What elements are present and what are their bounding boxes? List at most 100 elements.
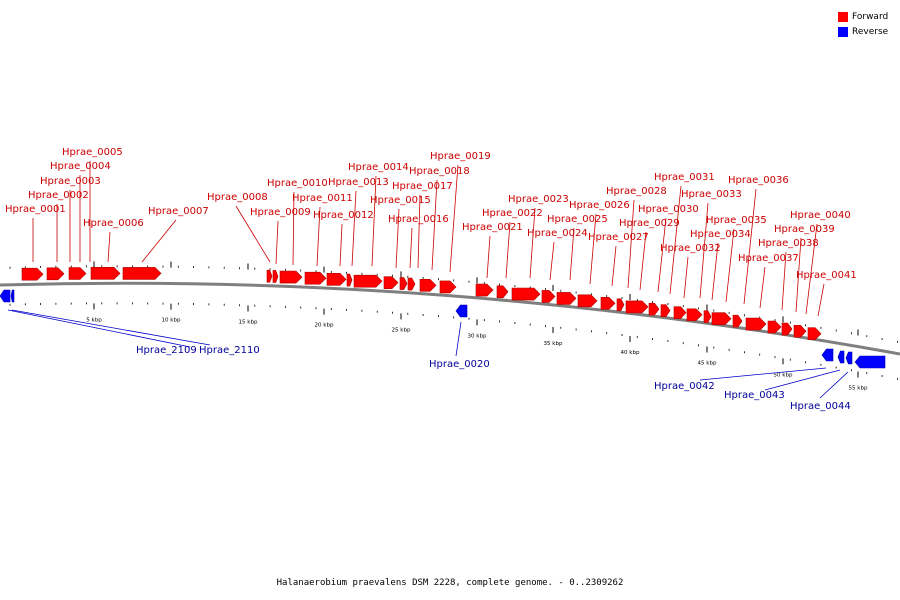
forward-gene-label[interactable]: Hprae_0021 <box>462 222 523 233</box>
forward-gene[interactable] <box>407 277 416 291</box>
forward-gene[interactable] <box>419 279 437 292</box>
forward-gene-label[interactable]: Hprae_0008 <box>207 192 268 203</box>
reverse-gene[interactable] <box>0 289 11 303</box>
scale-label: 15 kbp <box>239 319 258 325</box>
reverse-gene-label[interactable]: Hprae_2110 <box>199 345 260 356</box>
forward-gene-label[interactable]: Hprae_0006 <box>83 218 144 229</box>
forward-gene[interactable] <box>272 270 279 283</box>
forward-gene-label[interactable]: Hprae_0026 <box>569 200 630 211</box>
reverse-gene-label[interactable]: Hprae_2109 <box>136 345 197 356</box>
forward-gene[interactable] <box>648 302 660 316</box>
forward-gene-label[interactable]: Hprae_0031 <box>654 172 715 183</box>
forward-gene[interactable] <box>673 306 687 319</box>
forward-gene-label[interactable]: Hprae_0022 <box>482 208 543 219</box>
forward-gene[interactable] <box>279 270 303 284</box>
forward-gene-label[interactable]: Hprae_0005 <box>62 147 123 158</box>
forward-gene[interactable] <box>703 310 712 323</box>
forward-gene-label[interactable]: Hprae_0040 <box>790 210 851 221</box>
forward-gene[interactable] <box>660 304 671 317</box>
forward-leader <box>292 191 295 266</box>
forward-gene[interactable] <box>793 324 807 338</box>
reverse-gene-label[interactable]: Hprae_0042 <box>654 381 715 392</box>
forward-gene-label[interactable]: Hprae_0027 <box>588 232 649 243</box>
forward-gene[interactable] <box>399 277 408 290</box>
reverse-gene[interactable] <box>10 289 15 303</box>
forward-gene[interactable] <box>767 320 782 334</box>
forward-gene-label[interactable]: Hprae_0018 <box>409 166 470 177</box>
forward-gene-label[interactable]: Hprae_0029 <box>619 218 680 229</box>
forward-gene[interactable] <box>346 273 353 287</box>
forward-gene[interactable] <box>577 294 598 308</box>
forward-gene[interactable] <box>304 271 327 285</box>
forward-leader <box>371 175 377 267</box>
gene-features <box>0 267 886 369</box>
forward-gene[interactable] <box>511 287 541 301</box>
forward-gene[interactable] <box>326 273 347 286</box>
forward-gene-label[interactable]: Hprae_0010 <box>267 178 328 189</box>
forward-gene-label[interactable]: Hprae_0012 <box>313 210 374 221</box>
forward-gene-label[interactable]: Hprae_0036 <box>728 175 789 186</box>
forward-gene-label[interactable]: Hprae_0033 <box>681 189 742 200</box>
forward-gene-label[interactable]: Hprae_0015 <box>370 195 431 206</box>
forward-gene[interactable] <box>732 314 743 328</box>
forward-gene-label[interactable]: Hprae_0004 <box>50 161 111 172</box>
forward-gene[interactable] <box>496 285 509 299</box>
reverse-gene-label[interactable]: Hprae_0044 <box>790 401 851 412</box>
forward-gene[interactable] <box>686 308 703 322</box>
forward-gene-label[interactable]: Hprae_0032 <box>660 243 721 254</box>
reverse-gene-label[interactable]: Hprae_0043 <box>724 390 785 401</box>
reverse-gene-label[interactable]: Hprae_0020 <box>429 359 490 370</box>
forward-gene-label[interactable]: Hprae_0016 <box>388 214 449 225</box>
forward-gene[interactable] <box>439 280 457 294</box>
forward-gene[interactable] <box>90 267 121 280</box>
forward-gene-label[interactable]: Hprae_0041 <box>796 270 857 281</box>
forward-gene-label[interactable]: Hprae_0002 <box>28 190 89 201</box>
forward-gene[interactable] <box>711 312 732 325</box>
forward-gene-label[interactable]: Hprae_0039 <box>774 224 835 235</box>
forward-gene[interactable] <box>475 283 494 297</box>
reverse-gene[interactable] <box>837 350 845 364</box>
forward-gene-label[interactable]: Hprae_0028 <box>606 186 667 197</box>
forward-gene-label[interactable]: Hprae_0007 <box>148 206 209 217</box>
forward-gene-label[interactable]: Hprae_0017 <box>392 181 453 192</box>
forward-gene-label[interactable]: Hprae_0025 <box>547 214 608 225</box>
forward-gene[interactable] <box>122 267 162 280</box>
forward-gene-label[interactable]: Hprae_0038 <box>758 238 819 249</box>
forward-leader <box>817 283 825 317</box>
forward-gene[interactable] <box>266 269 273 283</box>
reverse-gene[interactable] <box>854 355 886 369</box>
forward-gene-label[interactable]: Hprae_0030 <box>638 204 699 215</box>
forward-gene-label[interactable]: Hprae_0034 <box>690 229 751 240</box>
forward-gene[interactable] <box>781 322 793 336</box>
forward-gene-label[interactable]: Hprae_0024 <box>527 228 588 239</box>
forward-leader <box>107 231 111 263</box>
forward-gene-label[interactable]: Hprae_0003 <box>40 176 101 187</box>
forward-gene[interactable] <box>616 298 625 312</box>
legend-reverse: Reverse <box>838 24 888 39</box>
forward-leader <box>683 256 689 299</box>
forward-gene[interactable] <box>807 327 822 341</box>
forward-gene-label[interactable]: Hprae_0035 <box>706 215 767 226</box>
legend-forward-label: Forward <box>852 11 889 22</box>
forward-gene[interactable] <box>46 267 65 281</box>
forward-gene[interactable] <box>745 317 767 331</box>
forward-gene-label[interactable]: Hprae_0013 <box>328 177 389 188</box>
reverse-gene[interactable] <box>821 348 834 362</box>
forward-gene-label[interactable]: Hprae_0001 <box>5 204 66 215</box>
forward-gene[interactable] <box>556 292 577 305</box>
forward-gene[interactable] <box>383 276 399 289</box>
forward-gene[interactable] <box>600 296 616 310</box>
forward-gene-label[interactable]: Hprae_0014 <box>348 162 409 173</box>
forward-gene[interactable] <box>625 300 649 314</box>
forward-gene-label[interactable]: Hprae_0023 <box>508 194 569 205</box>
forward-gene-label[interactable]: Hprae_0011 <box>292 193 353 204</box>
forward-gene[interactable] <box>353 274 383 288</box>
forward-gene[interactable] <box>21 267 44 281</box>
reverse-gene[interactable] <box>845 351 853 365</box>
forward-gene-label[interactable]: Hprae_0019 <box>430 151 491 162</box>
forward-gene-label[interactable]: Hprae_0009 <box>250 207 311 218</box>
forward-gene[interactable] <box>541 290 556 303</box>
forward-gene[interactable] <box>68 267 87 280</box>
forward-gene-label[interactable]: Hprae_0037 <box>738 253 799 264</box>
reverse-gene[interactable] <box>455 304 468 318</box>
